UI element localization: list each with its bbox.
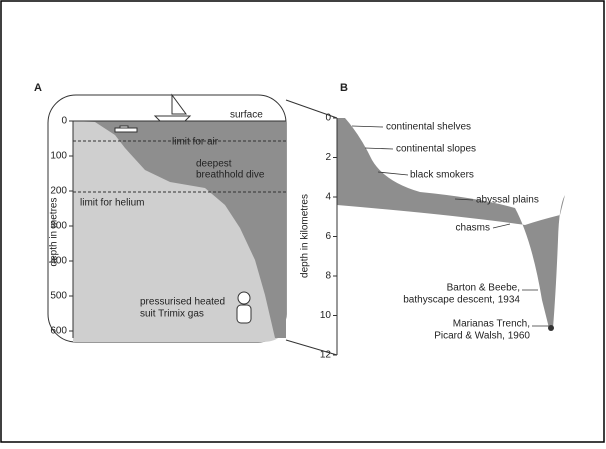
label: Barton & Beebe, [447, 283, 520, 294]
label: suit Trimix gas [140, 309, 204, 320]
panel-label: A [34, 82, 42, 94]
label: limit for helium [80, 198, 144, 209]
label: breathhold dive [196, 170, 265, 181]
slide: A surface limit for air deepest breathho… [0, 0, 606, 444]
label: black smokers [410, 170, 474, 181]
tick-label: 200 [50, 186, 67, 197]
tick-label: 12 [320, 350, 332, 361]
label: deepest [196, 159, 232, 170]
label: continental slopes [396, 144, 476, 155]
tick-label: 500 [50, 291, 67, 302]
tick-label: 6 [325, 231, 331, 242]
suit-diver [237, 292, 251, 323]
label: limit for air [172, 137, 219, 148]
label: bathyscape descent, 1934 [403, 295, 520, 306]
tick-label: 10 [320, 310, 332, 321]
tick-label: 0 [61, 116, 67, 127]
tick-label: 300 [50, 221, 67, 232]
label: pressurised heated [140, 297, 225, 308]
axis-label: depth in kilometres [300, 194, 311, 278]
tick-label: 100 [50, 151, 67, 162]
tick-label: 600 [50, 326, 67, 337]
tick-label: 0 [325, 113, 331, 124]
tick-label: 400 [50, 256, 67, 267]
label: continental shelves [386, 122, 471, 133]
surface-label: surface [230, 110, 263, 121]
panel-label: B [340, 82, 348, 94]
label: Picard & Walsh, 1960 [434, 331, 530, 342]
panel-a: A surface limit for air deepest breathho… [34, 82, 286, 342]
label: chasms [456, 223, 490, 234]
tick-label: 2 [325, 152, 331, 163]
tick-label: 8 [325, 271, 331, 282]
tick-label: 4 [325, 192, 331, 203]
label: abyssal plains [476, 195, 539, 206]
label: Marianas Trench, [453, 319, 530, 330]
